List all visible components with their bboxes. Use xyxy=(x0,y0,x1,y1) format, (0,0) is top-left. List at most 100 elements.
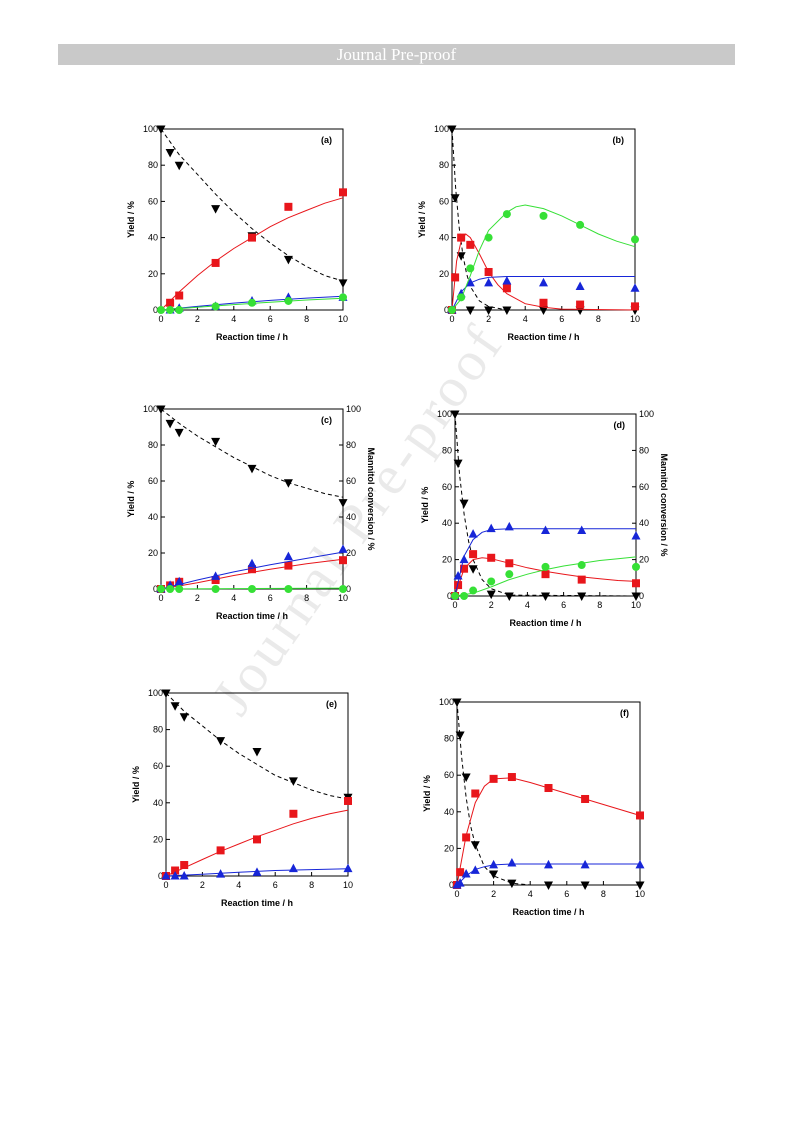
series-red-fit-line xyxy=(454,557,637,597)
data-point-black xyxy=(489,870,499,880)
data-point-black xyxy=(288,777,298,786)
data-point-red xyxy=(248,565,256,574)
y2-tick-label: 80 xyxy=(346,440,356,450)
x-tick-label: 4 xyxy=(236,880,241,890)
series-black-fit-line xyxy=(165,692,349,800)
y-tick-label: 20 xyxy=(439,269,449,279)
plot-frame xyxy=(456,701,641,886)
data-point-red xyxy=(454,581,463,590)
data-point-blue xyxy=(170,871,180,880)
data-point-red xyxy=(539,298,548,307)
y-tick-label: 20 xyxy=(148,269,158,279)
x-tick-label: 8 xyxy=(597,600,602,610)
data-point-red xyxy=(166,298,175,307)
y-tick-label: 80 xyxy=(148,160,158,170)
data-point-red xyxy=(507,773,516,782)
data-point-black xyxy=(156,125,166,134)
data-point-red xyxy=(216,846,225,855)
x-tick-label: 10 xyxy=(630,314,640,324)
data-point-red xyxy=(505,559,514,568)
data-point-black xyxy=(577,592,587,601)
data-point-red xyxy=(284,561,293,570)
data-point-black xyxy=(465,306,475,315)
data-point-red xyxy=(457,233,466,242)
x-axis-label: Reaction time / h xyxy=(216,611,288,621)
series-black-fit-line xyxy=(160,128,344,282)
data-point-blue xyxy=(455,878,465,887)
data-point-blue xyxy=(502,276,512,285)
data-point-green xyxy=(339,293,347,302)
data-point-red xyxy=(631,302,639,311)
data-point-blue xyxy=(283,551,293,561)
series-black-fit-line xyxy=(454,413,637,597)
data-point-red xyxy=(484,267,493,276)
data-point-red xyxy=(636,811,644,820)
x-tick-label: 2 xyxy=(489,600,494,610)
data-point-black xyxy=(450,410,460,419)
y2-tick-label: 40 xyxy=(639,518,649,528)
y-tick-label: 80 xyxy=(444,734,454,744)
data-point-black xyxy=(338,279,348,288)
data-point-blue xyxy=(453,570,463,580)
data-point-blue xyxy=(631,530,641,540)
y-tick-label: 80 xyxy=(153,725,163,735)
y-tick-label: 80 xyxy=(439,160,449,170)
y-tick-label: 100 xyxy=(143,124,158,134)
banner-title: Journal Pre-proof xyxy=(336,45,457,64)
data-point-red xyxy=(344,796,352,805)
data-point-black xyxy=(468,565,478,574)
data-point-green xyxy=(166,585,175,593)
y-tick-label: 40 xyxy=(442,518,452,528)
y-axis-label: Yield / % xyxy=(126,481,136,518)
x-tick-label: 6 xyxy=(564,889,569,899)
data-point-black xyxy=(174,428,184,438)
x-tick-label: 8 xyxy=(309,880,314,890)
data-point-blue xyxy=(575,281,585,290)
y-tick-label: 100 xyxy=(434,124,449,134)
data-point-red xyxy=(451,273,460,282)
data-point-black xyxy=(455,731,465,740)
data-point-red xyxy=(541,570,550,579)
data-point-green xyxy=(211,585,220,593)
data-point-red xyxy=(339,556,347,565)
y2-tick-label: 20 xyxy=(346,548,356,558)
data-point-green xyxy=(502,210,511,219)
y-tick-label: 60 xyxy=(439,196,449,206)
data-point-blue xyxy=(465,277,475,287)
data-point-green xyxy=(539,211,548,220)
data-point-blue xyxy=(635,859,645,869)
data-point-black xyxy=(450,194,460,203)
data-point-blue xyxy=(161,871,171,880)
data-point-green xyxy=(631,235,639,244)
data-point-black xyxy=(174,161,184,171)
data-point-green xyxy=(577,561,586,570)
x-tick-label: 0 xyxy=(163,880,168,890)
data-point-green xyxy=(460,592,469,600)
data-point-green xyxy=(248,298,256,307)
data-point-red xyxy=(544,784,553,793)
x-tick-label: 2 xyxy=(195,593,200,603)
y2-tick-label: 80 xyxy=(639,445,649,455)
data-point-blue xyxy=(179,871,189,880)
data-point-red xyxy=(502,284,511,293)
x-tick-label: 4 xyxy=(525,600,530,610)
data-point-black xyxy=(156,405,166,414)
x-tick-label: 2 xyxy=(195,314,200,324)
y2-tick-label: 100 xyxy=(639,409,654,419)
data-point-green xyxy=(339,585,347,593)
data-point-red xyxy=(469,550,478,559)
data-point-red xyxy=(171,866,180,875)
data-point-black xyxy=(338,499,348,508)
data-point-black xyxy=(247,464,257,474)
y-tick-label: 40 xyxy=(153,798,163,808)
y2-tick-label: 20 xyxy=(639,555,649,565)
x-axis-label: Reaction time / h xyxy=(507,332,579,342)
data-point-green xyxy=(469,586,478,595)
data-point-black xyxy=(575,306,585,315)
y-tick-label: 100 xyxy=(437,409,452,419)
x-tick-label: 6 xyxy=(268,314,273,324)
data-point-black xyxy=(507,879,517,889)
y2-tick-label: 40 xyxy=(346,512,356,522)
